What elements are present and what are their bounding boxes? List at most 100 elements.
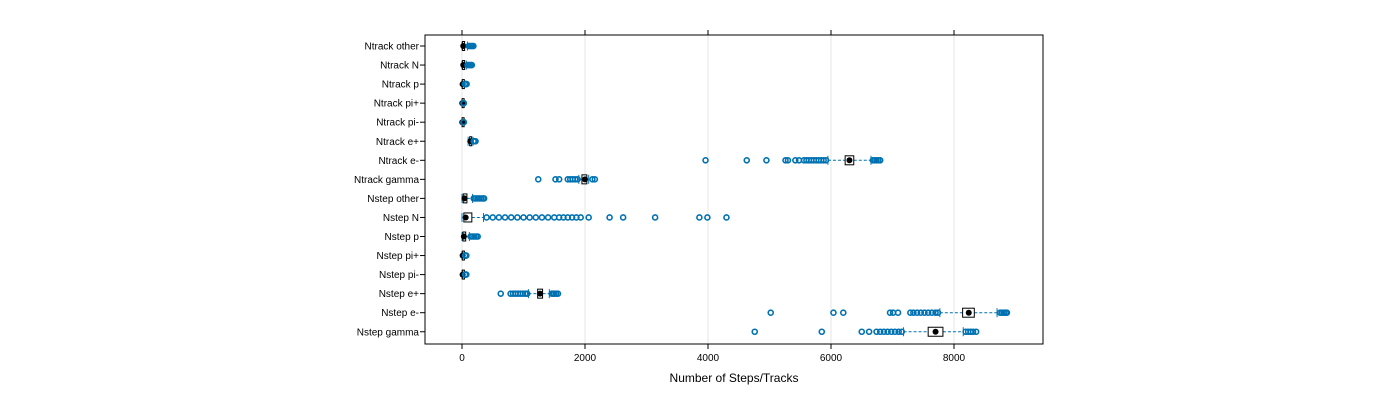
median-dot [460,233,467,240]
outlier-point [917,309,925,317]
median-dot [965,309,972,316]
outlier-point [972,328,980,336]
median-dot [537,290,544,297]
category-labels: Ntrack other Ntrack N Ntrack p Ntrack pi+ Nt… [354,42,425,338]
median-dot [461,195,468,202]
outlier-point [574,176,581,183]
outlier-point [463,271,470,278]
category-label: Nstep N [383,213,419,224]
outlier-point [552,176,559,183]
outlier-point [894,309,902,317]
category-label: Nstep other [367,194,419,205]
outlier-point [702,157,709,164]
outlier-point [554,290,562,297]
outlier-point [497,290,505,297]
outlier-point [880,328,888,336]
outlier-point [820,157,827,164]
box-nstep-gamma [903,326,964,337]
outlier-point [924,309,932,317]
outlier-point [743,157,751,164]
outlier-point [514,214,521,221]
outlier-point [723,214,730,221]
outlier-point [651,214,659,221]
outlier-point [526,214,533,221]
category-label: Ntrack pi+ [374,99,419,110]
outlier-point [483,214,490,221]
outlier-point [884,328,891,336]
outlier-point [818,328,826,336]
outlier-point [886,309,894,317]
category-label: Ntrack e+ [376,137,419,148]
median-dot [460,43,467,49]
outlier-point [619,214,627,221]
grid-lines [461,35,955,344]
category-label: Ntrack gamma [354,175,419,186]
outlier-point [463,80,470,88]
outlier-point [934,309,942,317]
outlier-point [474,233,481,240]
outlier-point [606,214,613,221]
outliers [460,42,1011,336]
outlier-point [460,99,468,107]
category-label: Nstep pi- [379,270,419,281]
category-label: Nstep gamma [357,327,420,338]
outlier-point [876,157,884,164]
outlier-point [751,328,759,336]
median-dot [846,157,853,164]
box-nstep-n [461,212,485,223]
outlier-point [696,214,703,221]
outlier-point [555,176,563,183]
outlier-point [507,214,515,221]
category-label: Ntrack other [365,42,420,53]
median-dot [582,176,588,183]
outlier-point [913,309,921,317]
outlier-point [822,157,830,164]
x-tick-label: 2000 [574,353,597,364]
outlier-point [932,309,939,317]
outlier-point [591,176,599,183]
outlier-point [830,309,837,317]
category-label: Nstep p [385,232,420,243]
outlier-point [577,214,584,221]
outlier-point [910,309,917,317]
x-tick-label: 8000 [943,353,966,364]
category-label: Ntrack p [382,80,420,91]
box-ntrack-e- [827,155,872,166]
outlier-point [520,214,527,221]
x-tick-label: 4000 [697,353,720,364]
outlier-point [865,328,873,336]
outlier-point [876,328,884,336]
boxes [459,41,998,337]
x-tick-label: 0 [459,353,465,364]
outlier-point [921,309,928,317]
outlier-point [895,328,902,336]
outlier-point [544,214,552,221]
outlier-point [472,137,479,145]
outlier-point [1003,309,1011,317]
median-dot [462,214,469,221]
category-label: Nstep pi+ [376,251,419,262]
outlier-point [538,214,546,221]
box-nstep-e- [939,307,998,318]
outlier-point [891,328,899,336]
category-label: Ntrack pi- [376,118,419,129]
category-label: Ntrack e- [378,156,419,167]
outlier-point [784,157,792,164]
outlier-point [589,176,596,183]
outlier-point [463,252,470,259]
outlier-point [470,42,477,50]
outlier-point [873,328,880,336]
outlier-point [704,214,711,221]
outlier-point [534,176,542,183]
box-nstep-e- [527,288,550,299]
median-dot [932,328,939,335]
outlier-point [969,328,977,336]
outlier-point [532,214,540,221]
outlier-point [928,309,936,317]
outlier-point [907,309,914,317]
outlier-point [501,214,509,221]
outlier-point [571,176,579,183]
outlier-point [489,214,497,221]
outlier-point [767,309,775,317]
